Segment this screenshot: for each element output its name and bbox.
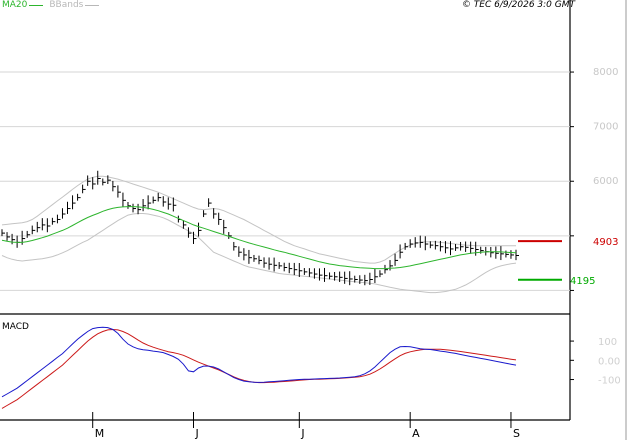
price-tick-label: 7000 [593,122,618,133]
legend-ma20-swatch [29,4,44,6]
bband-upper-line [1,175,516,264]
macd-tick-label: -100 [598,376,621,387]
level-label: 4195 [570,276,595,287]
legend-bbands-label: BBands [49,0,84,10]
price-tick-label: 8000 [593,67,618,78]
time-tick-label: J [194,427,198,440]
macd-signal-line [1,328,517,409]
chart-legend: MA20 BBands [2,0,105,10]
time-tick-label: S [513,427,520,440]
price-tick-label: 6000 [593,176,618,187]
macd-line [1,326,517,398]
copyright-text: © TEC 6/9/2026 3:0 GMT [461,0,575,10]
level-label: 4903 [593,237,618,248]
legend-ma20-label: MA20 [2,0,28,10]
ma20-line [1,206,517,270]
axis-gutter [571,0,627,440]
bband-lower-line [1,213,517,294]
macd-tick-label: 100 [598,337,617,348]
legend-bbands[interactable]: BBands [49,0,100,10]
legend-ma20[interactable]: MA20 [2,0,44,10]
macd-tick-label: 0.00 [598,356,620,367]
time-tick-label: A [412,427,420,440]
time-tick-label: M [95,427,105,440]
time-tick-label: J [300,427,304,440]
macd-panel-title: MACD [2,322,29,332]
legend-bbands-swatch [85,4,100,6]
